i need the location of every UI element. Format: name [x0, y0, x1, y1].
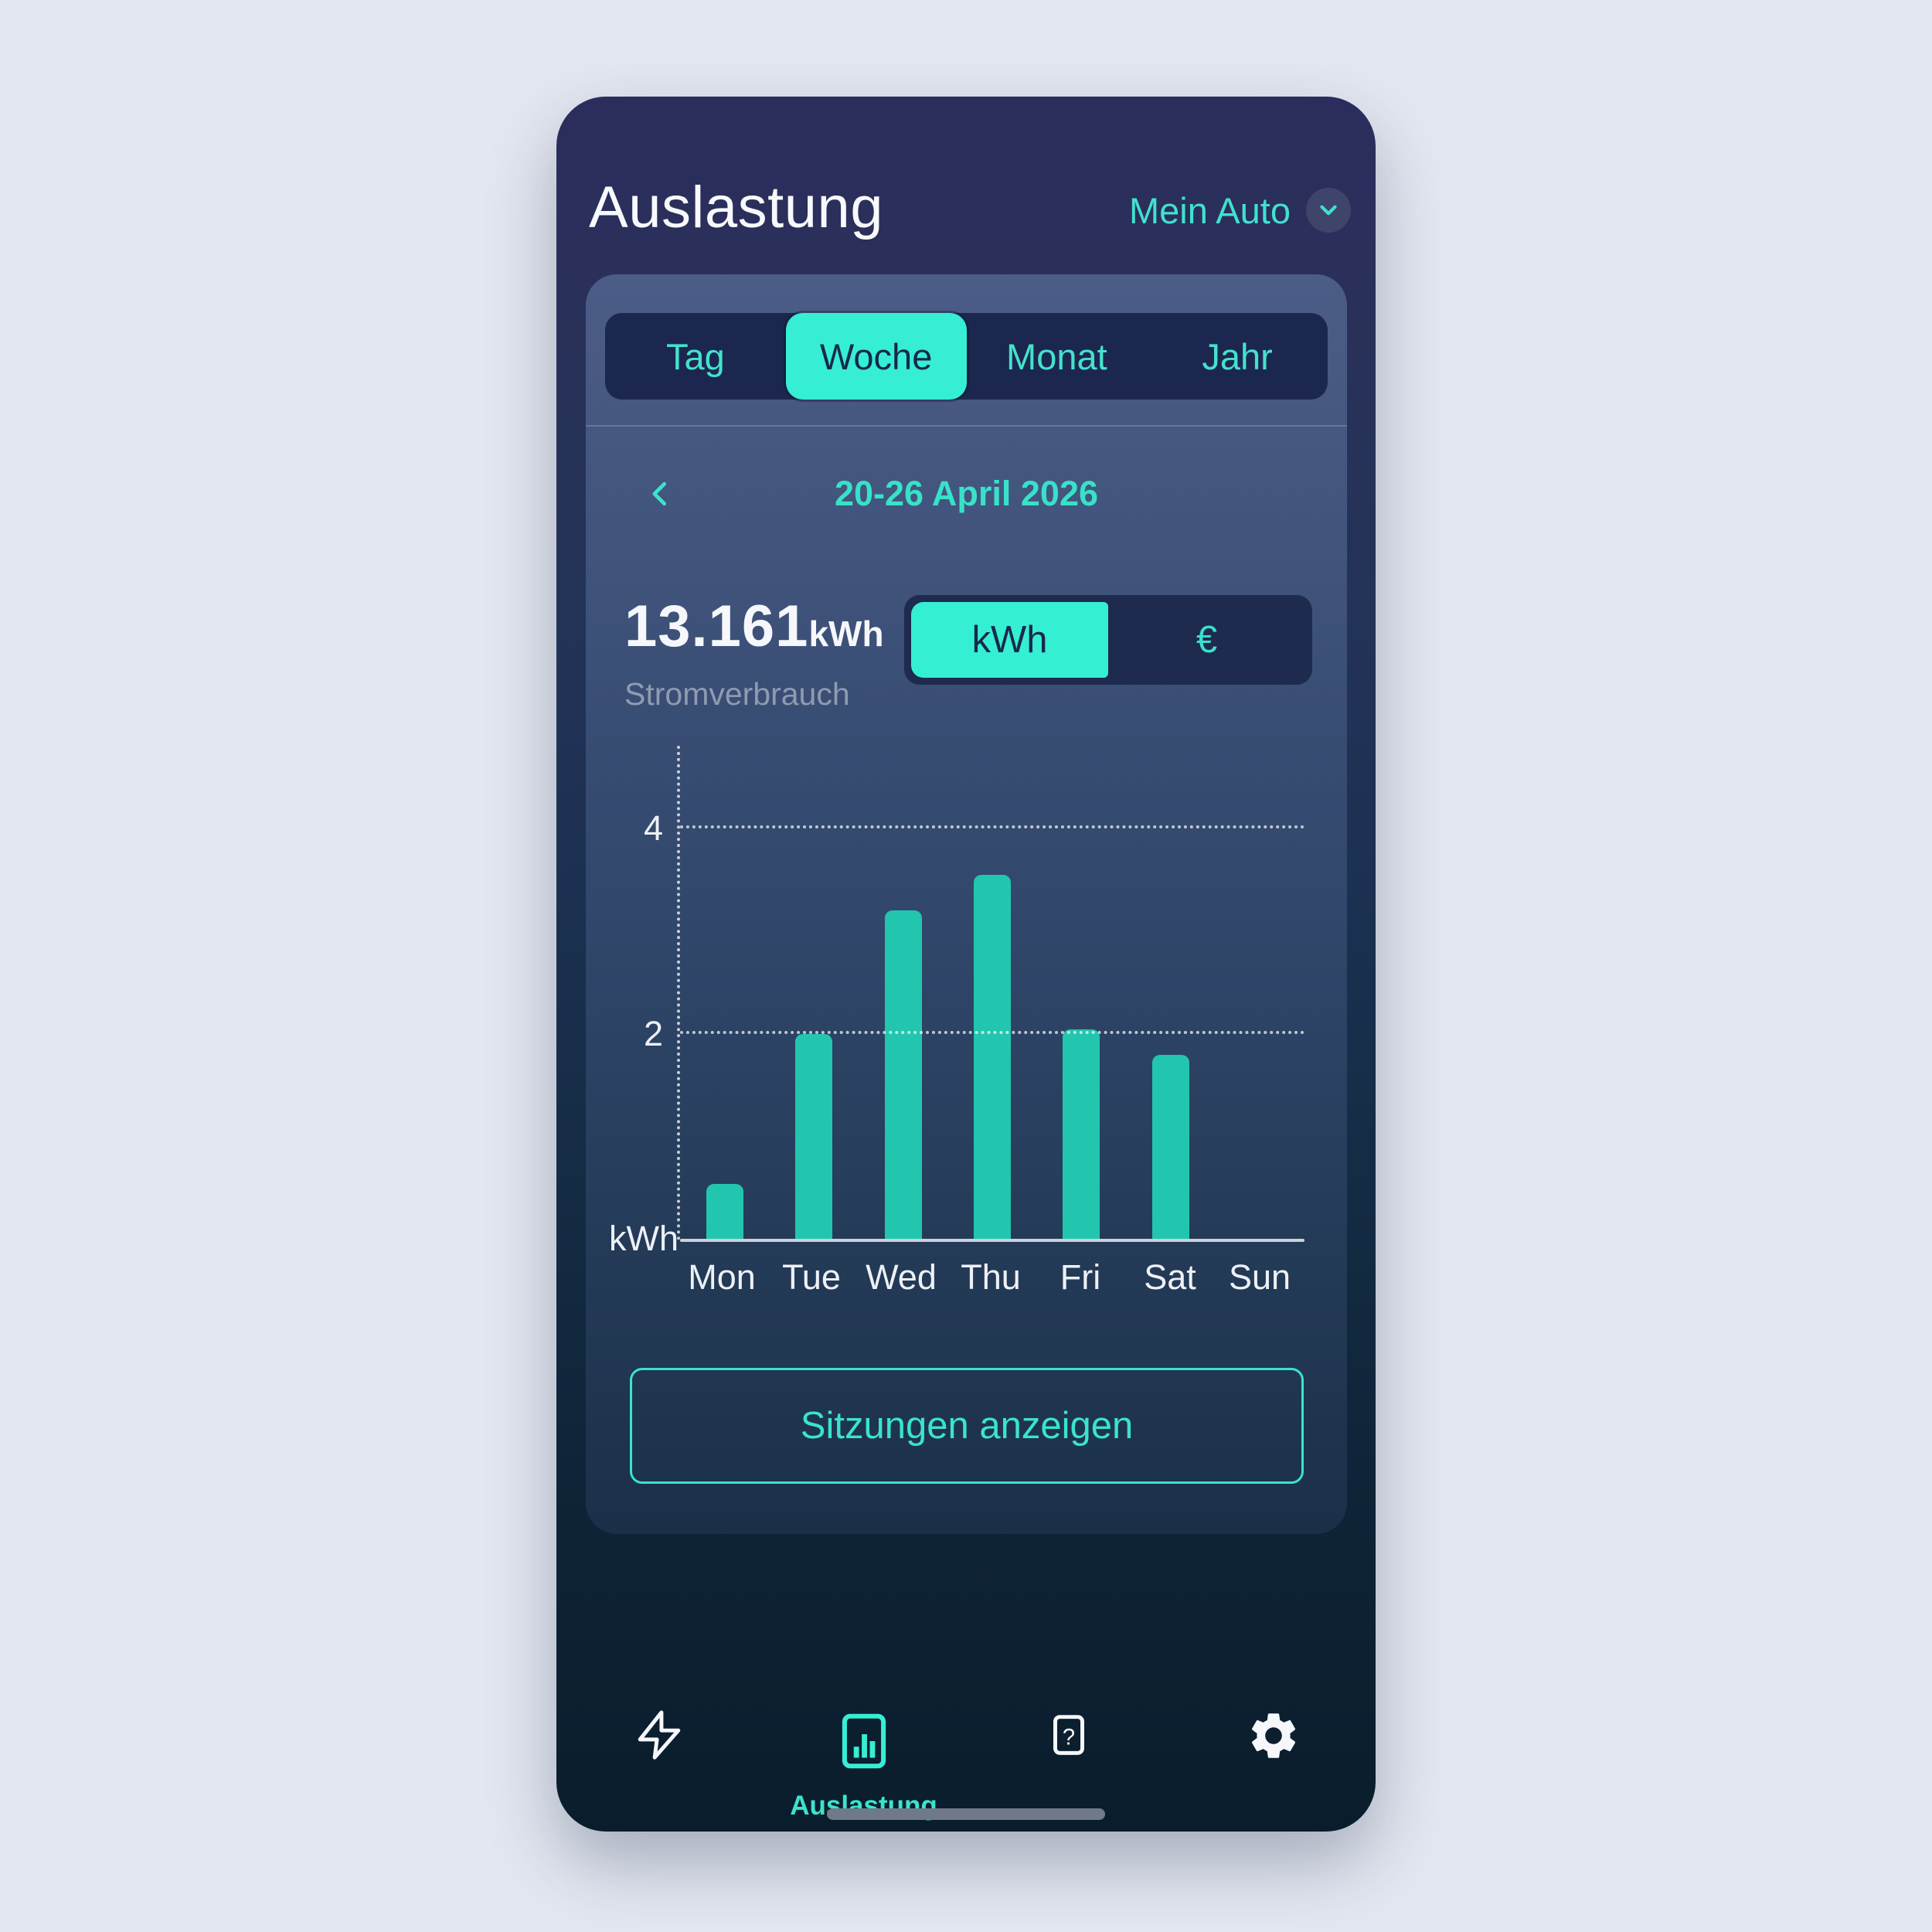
consumption-value: 13.161 — [624, 594, 809, 659]
chart-plot: kWh 2 4 — [609, 746, 1304, 1258]
vehicle-selector-label: Mein Auto — [1128, 189, 1291, 231]
chart-bar[interactable] — [1063, 1029, 1100, 1240]
chart-bar[interactable] — [973, 874, 1011, 1240]
chart-bar-slot — [1216, 746, 1304, 1240]
chart-x-labels: Mon Tue Wed Thu Fri Sat Sun — [677, 1257, 1304, 1298]
tab-woche[interactable]: Woche — [785, 313, 967, 400]
chart-bar-slot — [947, 746, 1036, 1240]
chevron-left-icon[interactable] — [640, 472, 683, 515]
chart-x-tick-label: Mon — [688, 1257, 756, 1297]
svg-text:?: ? — [1062, 1725, 1074, 1750]
chart-y-tick-label: 2 — [643, 1014, 663, 1054]
chart-bar-slot — [769, 746, 858, 1240]
tab-tag[interactable]: Tag — [665, 335, 725, 377]
chart-x-tick-label: Thu — [961, 1257, 1021, 1297]
page-title: Auslastung — [589, 175, 884, 240]
vehicle-selector[interactable]: Mein Auto — [1129, 188, 1351, 233]
consumption-unit: kWh — [808, 614, 884, 654]
period-tabs: Tag Woche Monat Jahr — [605, 313, 1328, 400]
chart-y-tick-label: 4 — [643, 808, 663, 848]
chart-x-tick-label: Tue — [782, 1257, 841, 1297]
chart-gridline — [680, 1031, 1304, 1035]
nav-item-charging[interactable] — [556, 1685, 761, 1832]
chart-bar-slot — [1037, 746, 1126, 1240]
lightning-bolt-icon — [632, 1708, 686, 1766]
chart-y-axis-label: kWh — [609, 1219, 679, 1258]
unit-toggle-kwh[interactable]: kWh — [911, 602, 1108, 678]
consumption-caption: Stromverbrauch — [624, 676, 850, 712]
chart-gridline — [680, 825, 1304, 828]
chart-bar[interactable] — [706, 1183, 743, 1240]
chevron-down-icon — [1306, 188, 1351, 233]
chart-x-tick-label: Fri — [1060, 1257, 1101, 1297]
chart-x-tick-label: Wed — [866, 1257, 937, 1297]
consumption-stat: 13.161 kWh — [624, 593, 884, 660]
weekly-consumption-chart: kWh 2 4 Mon Tue Wed Thu Fri Sat Sun — [586, 707, 1347, 1318]
nav-item-help[interactable]: ? — [966, 1685, 1171, 1832]
chart-baseline — [680, 1239, 1304, 1242]
bar-chart-icon — [831, 1708, 897, 1778]
chart-bar-slot — [680, 746, 769, 1240]
show-sessions-button[interactable]: Sitzungen anzeigen — [630, 1368, 1304, 1484]
period-tabs-section: Tag Woche Monat Jahr — [586, 274, 1347, 427]
tab-monat[interactable]: Monat — [1006, 335, 1107, 377]
chart-x-tick-label: Sun — [1228, 1257, 1291, 1297]
week-navigation: 20-26 April 2026 — [586, 468, 1347, 522]
gear-icon — [1246, 1708, 1301, 1767]
phone-screen: Auslastung Mein Auto Tag Woche Monat Jah… — [556, 97, 1376, 1832]
unit-toggle: kWh € — [904, 595, 1312, 685]
chart-bar[interactable] — [884, 910, 922, 1240]
chart-x-tick-label: Sat — [1144, 1257, 1196, 1297]
home-indicator[interactable] — [827, 1808, 1105, 1820]
nav-item-settings[interactable] — [1171, 1685, 1376, 1832]
week-range-label: 20-26 April 2026 — [834, 474, 1099, 513]
chart-bar[interactable] — [795, 1034, 833, 1240]
chart-bar[interactable] — [1151, 1055, 1189, 1240]
chart-bar-slot — [1126, 746, 1215, 1240]
question-mark-icon: ? — [1042, 1708, 1096, 1766]
usage-card: Tag Woche Monat Jahr 20-26 April 2026 13… — [586, 274, 1347, 1534]
unit-toggle-euro[interactable]: € — [1196, 619, 1218, 661]
chart-bars — [680, 746, 1304, 1240]
tab-jahr[interactable]: Jahr — [1202, 335, 1273, 377]
chart-bar-slot — [859, 746, 947, 1240]
